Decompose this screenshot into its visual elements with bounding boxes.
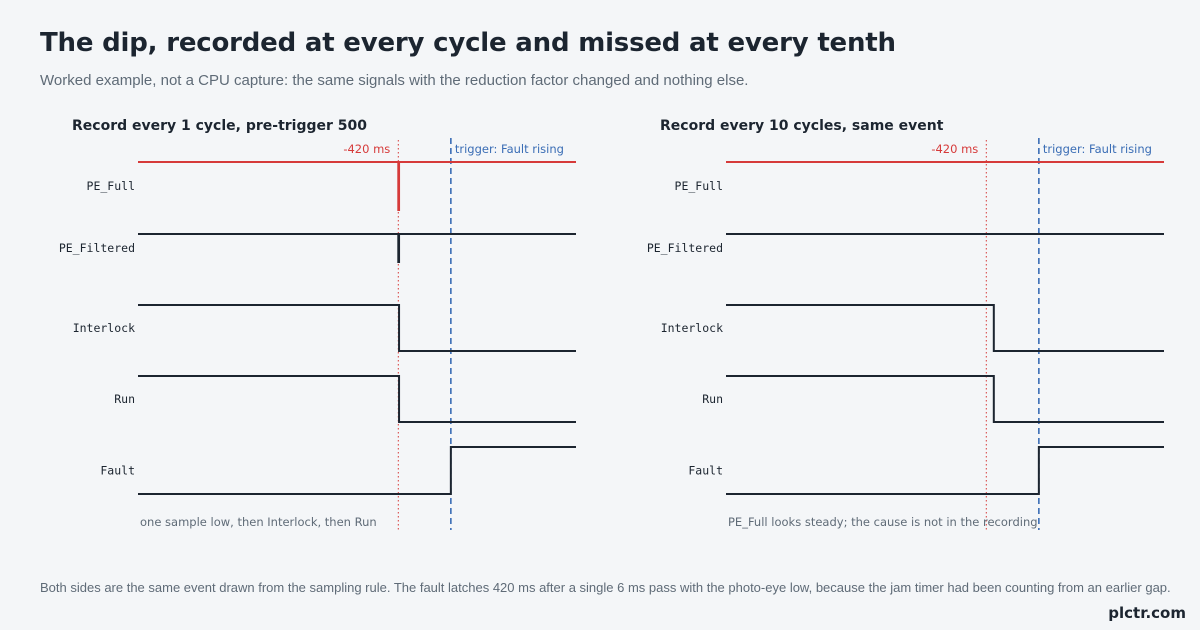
signal-label-interlock: Interlock [73, 321, 135, 335]
signal-label-run: Run [702, 392, 723, 406]
trace-run-every-tenth-cycle [726, 375, 1164, 423]
timing-diagram-every-tenth-cycle: Record every 10 cycles, same event -420 m… [647, 118, 1164, 530]
timing-diagram-every-cycle: Record every 1 cycle, pre-trigger 500 -42… [59, 118, 576, 530]
page-subtitle: Worked example, not a CPU capture: the s… [40, 72, 749, 89]
trace-pe-full-every-cycle [138, 161, 576, 211]
panel-note: one sample low, then Interlock, then Run [140, 515, 377, 529]
brand-logo-text: plctr.com [1108, 604, 1186, 622]
marker-label: -420 ms [931, 142, 978, 156]
signal-label-pe-filtered: PE_Filtered [59, 241, 135, 255]
panel-note: PE_Full looks steady; the cause is not i… [728, 515, 1038, 529]
trace-fault-every-tenth-cycle [726, 446, 1164, 495]
signal-label-fault: Fault [100, 464, 135, 478]
signal-label-run: Run [114, 392, 135, 406]
trace-interlock-every-cycle [138, 304, 576, 352]
signal-label-pe-full: PE_Full [675, 179, 723, 193]
trace-run-every-cycle [138, 375, 576, 423]
trace-pe-filtered-every-cycle [138, 233, 576, 263]
panel-every-cycle: Record every 1 cycle, pre-trigger 500 -42… [0, 110, 576, 550]
footer-note: Both sides are the same event drawn from… [40, 580, 1171, 595]
signal-label-interlock: Interlock [661, 321, 723, 335]
trigger-label: trigger: Fault rising [1043, 142, 1152, 156]
signal-label-pe-full: PE_Full [87, 179, 135, 193]
panel-title: Record every 10 cycles, same event [660, 118, 944, 134]
panel-title: Record every 1 cycle, pre-trigger 500 [72, 118, 367, 134]
marker-label: -420 ms [343, 142, 390, 156]
trace-interlock-every-tenth-cycle [726, 304, 1164, 352]
signal-label-pe-filtered: PE_Filtered [647, 241, 723, 255]
page-title: The dip, recorded at every cycle and mis… [40, 28, 896, 58]
signal-label-fault: Fault [688, 464, 723, 478]
trigger-label: trigger: Fault rising [455, 142, 564, 156]
panel-every-tenth-cycle: Record every 10 cycles, same event -420 m… [588, 110, 1164, 550]
trace-fault-every-cycle [138, 446, 576, 495]
